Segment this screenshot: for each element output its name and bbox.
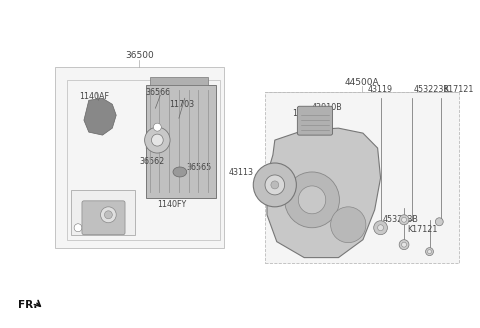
Text: 36566: 36566 bbox=[145, 88, 171, 97]
Text: 43119: 43119 bbox=[368, 85, 393, 94]
Text: 1140FD: 1140FD bbox=[292, 109, 323, 118]
Text: 36562: 36562 bbox=[140, 157, 165, 166]
Circle shape bbox=[331, 207, 366, 243]
Text: FR.: FR. bbox=[18, 300, 38, 310]
Text: 453223B: 453223B bbox=[383, 215, 419, 224]
Circle shape bbox=[154, 123, 161, 131]
Circle shape bbox=[428, 250, 432, 254]
Circle shape bbox=[426, 248, 433, 256]
Polygon shape bbox=[267, 128, 381, 257]
Text: 44500A: 44500A bbox=[345, 78, 379, 87]
Circle shape bbox=[399, 240, 409, 250]
Circle shape bbox=[253, 163, 296, 207]
Circle shape bbox=[402, 242, 407, 247]
Circle shape bbox=[435, 218, 443, 226]
Text: 43113: 43113 bbox=[228, 169, 253, 177]
Bar bbox=[55, 68, 224, 248]
Circle shape bbox=[265, 175, 285, 195]
Text: 36565: 36565 bbox=[187, 163, 212, 172]
Bar bbox=[71, 190, 135, 235]
Text: K17121: K17121 bbox=[443, 85, 474, 94]
Bar bbox=[149, 77, 208, 85]
Text: 42910B: 42910B bbox=[312, 103, 343, 112]
Bar bbox=[265, 92, 459, 263]
Ellipse shape bbox=[173, 167, 187, 177]
Text: K17121: K17121 bbox=[407, 225, 437, 234]
Circle shape bbox=[399, 215, 409, 225]
Text: 11703: 11703 bbox=[169, 100, 194, 109]
Circle shape bbox=[271, 181, 279, 189]
Polygon shape bbox=[84, 98, 116, 135]
FancyBboxPatch shape bbox=[82, 201, 125, 235]
Circle shape bbox=[402, 217, 407, 222]
FancyBboxPatch shape bbox=[297, 106, 333, 135]
Circle shape bbox=[378, 225, 384, 231]
Circle shape bbox=[74, 224, 82, 232]
Circle shape bbox=[285, 172, 339, 228]
Circle shape bbox=[100, 207, 116, 223]
Text: 453223B: 453223B bbox=[414, 85, 450, 94]
Polygon shape bbox=[145, 85, 216, 198]
Circle shape bbox=[299, 186, 326, 214]
Circle shape bbox=[152, 134, 163, 146]
Text: 36500: 36500 bbox=[125, 51, 154, 60]
Text: 36997: 36997 bbox=[71, 220, 96, 229]
Circle shape bbox=[144, 127, 170, 153]
Circle shape bbox=[105, 211, 112, 219]
Circle shape bbox=[374, 221, 387, 235]
Bar bbox=[67, 80, 220, 240]
Text: 1140FY: 1140FY bbox=[157, 200, 187, 209]
Text: 1140AF: 1140AF bbox=[79, 92, 109, 101]
